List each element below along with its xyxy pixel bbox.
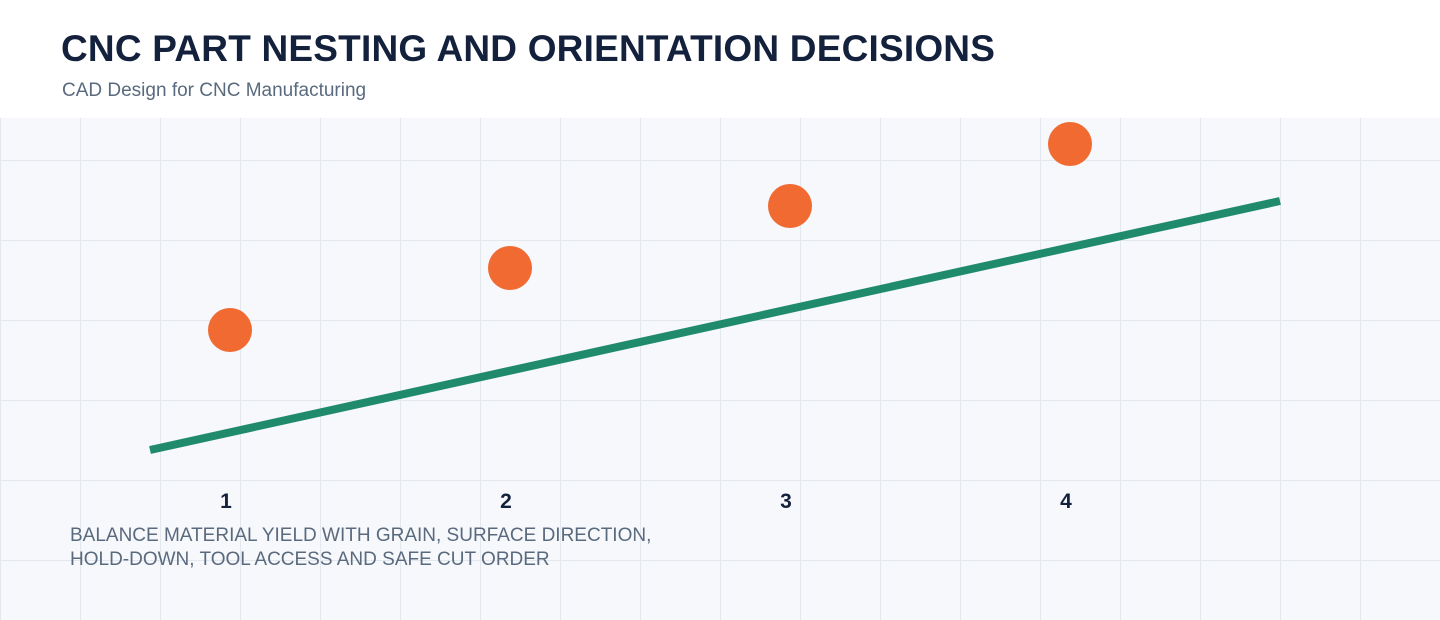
step-label-1: 1 — [220, 490, 232, 513]
page-subtitle: CAD Design for CNC Manufacturing — [62, 80, 367, 101]
step-marker-1 — [208, 308, 252, 352]
page-title: CNC PART NESTING AND ORIENTATION DECISIO… — [61, 28, 996, 69]
step-label-3: 3 — [780, 490, 792, 513]
trend-line — [149, 197, 1281, 454]
caption-line-2: HOLD-DOWN, TOOL ACCESS AND SAFE CUT ORDE… — [70, 549, 550, 570]
step-label-4: 4 — [1060, 490, 1072, 513]
step-label-2: 2 — [500, 490, 512, 513]
caption: BALANCE MATERIAL YIELD WITH GRAIN, SURFA… — [70, 524, 710, 572]
header: CNC PART NESTING AND ORIENTATION DECISIO… — [0, 0, 1440, 118]
step-markers — [208, 122, 1092, 352]
step-marker-2 — [488, 246, 532, 290]
diagram-canvas — [0, 118, 1440, 620]
step-marker-3 — [768, 184, 812, 228]
step-marker-4 — [1048, 122, 1092, 166]
caption-line-1: BALANCE MATERIAL YIELD WITH GRAIN, SURFA… — [70, 525, 652, 546]
